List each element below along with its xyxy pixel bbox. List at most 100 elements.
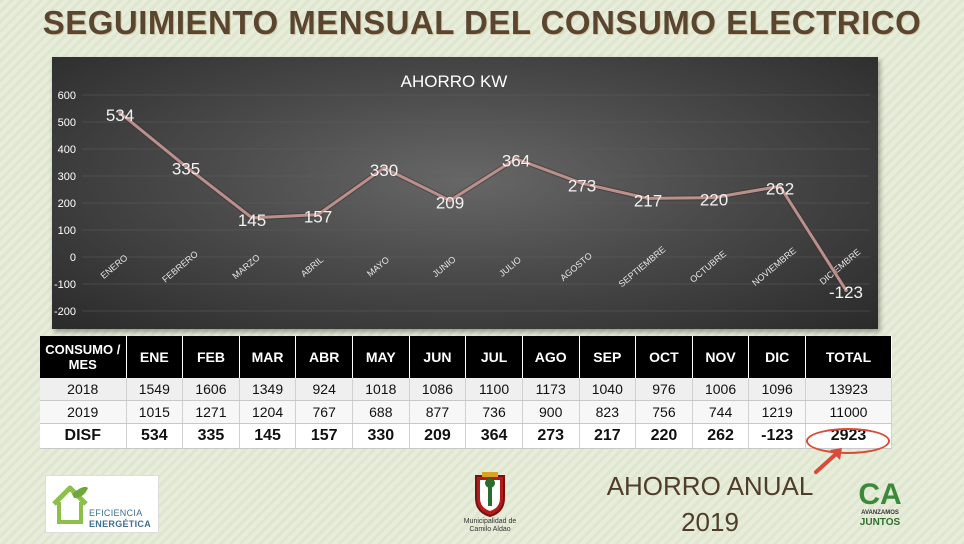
table-cell: 1204 xyxy=(239,400,297,424)
house-leaf-icon xyxy=(52,485,88,524)
table-cell: 1606 xyxy=(182,378,240,401)
table-header-cell: FEB xyxy=(182,336,240,378)
table-cell: 2018 xyxy=(40,378,127,401)
annual-savings-year: 2019 xyxy=(681,507,739,537)
y-tick-label: 200 xyxy=(58,198,76,210)
data-label: 262 xyxy=(766,179,794,198)
table-cell: 534 xyxy=(126,423,184,449)
data-point xyxy=(448,198,452,203)
logo-left-line2: ENERGÉTICA xyxy=(89,519,152,529)
data-label: 220 xyxy=(700,191,728,210)
data-point xyxy=(382,166,386,170)
x-tick-label: JULIO xyxy=(497,255,523,279)
table-cell: 1015 xyxy=(126,400,184,424)
avanzamos-juntos-logo: CA AVANZAMOS JUNTOS xyxy=(848,480,912,536)
table-cell: 1349 xyxy=(239,378,297,401)
data-label: 217 xyxy=(634,191,662,210)
logo-left-line1: EFICIENCIA xyxy=(89,508,143,518)
y-tick-label: 300 xyxy=(58,171,76,183)
table-header-cell: AGO xyxy=(522,336,580,378)
table-header-cell: JUN xyxy=(409,336,467,378)
data-point xyxy=(316,212,320,217)
table-cell: 157 xyxy=(295,423,353,449)
table-cell: 145 xyxy=(239,423,297,449)
table-header-cell: DIC xyxy=(748,336,806,378)
data-point xyxy=(250,216,254,220)
x-tick-label: OCTUBRE xyxy=(688,249,728,285)
data-point xyxy=(184,164,188,169)
data-point xyxy=(712,195,716,200)
table-cell: 1100 xyxy=(465,378,523,401)
table-cell: 823 xyxy=(579,400,637,424)
annual-savings-label: AHORRO ANUAL xyxy=(606,471,814,501)
y-tick-label: 0 xyxy=(70,252,76,264)
table-header-cell: OCT xyxy=(635,336,693,378)
table-cell: DISF xyxy=(40,423,127,449)
table-header-cell: ABR xyxy=(295,336,353,378)
table-cell: 364 xyxy=(465,423,523,449)
energy-efficiency-logo: EFICIENCIA ENERGÉTICA xyxy=(45,475,159,533)
table-header-cell: SEP xyxy=(579,336,637,378)
x-tick-label: ABRIL xyxy=(299,255,325,279)
y-tick-label: -200 xyxy=(54,306,76,318)
x-tick-label: SEPTIEMBRE xyxy=(617,244,668,289)
logo-right-line1: AVANZAMOS xyxy=(861,510,899,516)
series-line xyxy=(119,111,848,292)
y-tick-label: 500 xyxy=(58,117,76,129)
x-tick-label: MAYO xyxy=(365,255,391,279)
x-tick-label: NOVIEMBRE xyxy=(750,246,798,288)
data-label: 534 xyxy=(106,106,134,125)
table-cell: 1040 xyxy=(579,378,637,401)
total-highlight-oval xyxy=(806,428,890,454)
data-label: 157 xyxy=(304,208,332,227)
table-cell: 900 xyxy=(522,400,580,424)
y-tick-label: 100 xyxy=(58,225,76,237)
data-label: 145 xyxy=(238,211,266,230)
logo-mid-line2: Camilo Aldao xyxy=(469,526,511,533)
table-cell: 924 xyxy=(295,378,353,401)
data-label: 273 xyxy=(568,176,596,195)
table-header-cell: CONSUMO / MES xyxy=(40,336,127,378)
data-point xyxy=(844,288,848,293)
table-cell: 262 xyxy=(692,423,750,449)
data-point xyxy=(118,111,122,115)
table-row: DISF 534 335 145 157 330 209 364 273 217… xyxy=(40,423,892,449)
table-cell: 220 xyxy=(635,423,693,449)
table-cell: 736 xyxy=(465,400,523,424)
table-header-cell: ENE xyxy=(126,336,184,378)
y-tick-label: 600 xyxy=(58,90,76,102)
arrow-icon xyxy=(814,448,842,474)
table-header-cell: MAY xyxy=(352,336,410,378)
table-cell: 1018 xyxy=(352,378,410,401)
table-cell: 1173 xyxy=(522,378,580,401)
x-tick-label: JUNIO xyxy=(431,254,458,279)
x-tick-label: AGOSTO xyxy=(558,251,594,283)
table-header-cell: TOTAL xyxy=(805,336,892,378)
coat-of-arms-icon xyxy=(475,472,505,518)
table-cell: 13923 xyxy=(805,378,892,401)
table-cell: 1096 xyxy=(748,378,806,401)
data-label: 335 xyxy=(172,160,200,179)
data-point xyxy=(778,184,782,189)
chart-panel: AHORRO KW 600 500 400 300 200 100 0 -100 -200 ENER… xyxy=(52,57,878,329)
table-row: 2018 1549 1606 1349 924 1018 1086 1100 1… xyxy=(40,378,892,401)
table-cell: 744 xyxy=(692,400,750,424)
chart-title: AHORRO KW xyxy=(401,72,508,91)
municipality-logo: Municipalidad de Camilo Aldao xyxy=(450,470,530,540)
line-chart: AHORRO KW6005004003002001000-100-200ENER… xyxy=(54,72,870,318)
table-cell: 688 xyxy=(352,400,410,424)
consumption-table: CONSUMO / MES ENE FEB MAR ABR MAY JUN JU… xyxy=(40,336,892,449)
y-tick-label: -100 xyxy=(54,279,76,291)
annual-savings-caption: AHORRO ANUAL 2019 xyxy=(600,468,820,540)
table-cell: 217 xyxy=(579,423,637,449)
x-tick-label: FEBRERO xyxy=(160,249,200,285)
table-cell: 1271 xyxy=(182,400,240,424)
table-cell: 756 xyxy=(635,400,693,424)
table-cell: -123 xyxy=(748,423,806,449)
data-label: 209 xyxy=(436,194,464,213)
table-header-row: CONSUMO / MES ENE FEB MAR ABR MAY JUN JU… xyxy=(40,336,892,378)
y-tick-label: 400 xyxy=(58,144,76,156)
logo-mid-line1: Municipalidad de xyxy=(463,518,517,525)
table-cell: 1006 xyxy=(692,378,750,401)
table-cell: 1549 xyxy=(126,378,184,401)
